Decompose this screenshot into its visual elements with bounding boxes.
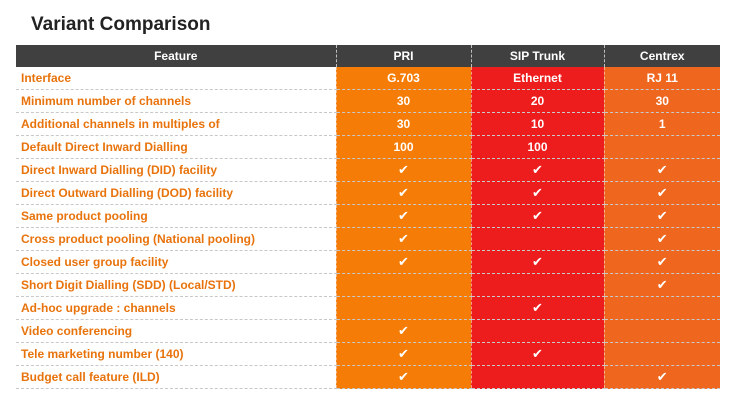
pri-check-cell: ✔	[335, 250, 471, 274]
sip-check-cell: ✔	[470, 204, 604, 228]
feature-cell: Minimum number of channels	[16, 89, 336, 113]
feature-cell: Closed user group facility	[16, 250, 336, 274]
table-row: Direct Outward Dialling (DOD) facility ✔ ✔…	[16, 181, 720, 205]
feature-cell: Interface	[16, 67, 336, 90]
table-body: Interface G.703 Ethernet RJ 11 Minimum numbe…	[16, 67, 720, 389]
sip-value-cell: 20	[470, 89, 604, 113]
header-feature: Feature	[16, 45, 337, 67]
sip-check-cell: ✔	[470, 158, 604, 182]
pri-check-cell: ✔	[335, 365, 471, 389]
sip-check-cell: ✔	[470, 342, 604, 366]
table-row: Minimum number of channels 30 20 30	[16, 89, 720, 113]
header-centrex: Centrex	[604, 45, 720, 67]
pri-empty-cell	[335, 296, 471, 320]
table-header-row: Feature PRI SIP Trunk Centrex	[16, 45, 720, 67]
table-row: Same product pooling ✔ ✔ ✔	[16, 204, 720, 228]
check-icon: ✔	[532, 185, 543, 200]
sip-check-cell: ✔	[470, 250, 604, 274]
table-row: Direct Inward Dialling (DID) facility ✔ ✔ ✔	[16, 158, 720, 182]
check-icon: ✔	[398, 208, 409, 223]
pri-check-cell: ✔	[335, 204, 471, 228]
feature-cell: Tele marketing number (140)	[16, 342, 336, 366]
feature-cell: Short Digit Dialling (SDD) (Local/STD)	[16, 273, 336, 297]
pri-check-cell: ✔	[335, 227, 471, 251]
feature-cell: Default Direct Inward Dialling	[16, 135, 336, 159]
check-icon: ✔	[532, 254, 543, 269]
sip-empty-cell	[470, 365, 604, 389]
check-icon: ✔	[398, 346, 409, 361]
check-icon: ✔	[656, 277, 668, 292]
sip-empty-cell	[470, 319, 604, 343]
centrex-value-cell: 1	[603, 112, 720, 136]
centrex-check-cell: ✔	[603, 181, 720, 205]
centrex-check-cell: ✔	[603, 204, 720, 228]
check-icon: ✔	[398, 323, 409, 338]
centrex-check-cell: ✔	[603, 227, 720, 251]
table-row: Tele marketing number (140) ✔ ✔	[16, 342, 720, 366]
centrex-empty-cell	[603, 296, 720, 320]
sip-check-cell: ✔	[470, 296, 604, 320]
centrex-check-cell: ✔	[603, 365, 720, 389]
pri-check-cell: ✔	[335, 342, 471, 366]
centrex-value-cell: 30	[603, 89, 720, 113]
table-row: Ad-hoc upgrade : channels ✔	[16, 296, 720, 320]
pri-check-cell: ✔	[335, 181, 471, 205]
sip-check-cell: ✔	[470, 181, 604, 205]
table-row: Interface G.703 Ethernet RJ 11	[16, 67, 720, 90]
centrex-empty-cell	[603, 135, 720, 159]
header-sip-trunk: SIP Trunk	[471, 45, 605, 67]
feature-cell: Additional channels in multiples of	[16, 112, 336, 136]
check-icon: ✔	[532, 208, 543, 223]
feature-cell: Same product pooling	[16, 204, 336, 228]
check-icon: ✔	[656, 254, 668, 269]
feature-cell: Cross product pooling (National pooling)	[16, 227, 336, 251]
check-icon: ✔	[398, 231, 409, 246]
feature-cell: Ad-hoc upgrade : channels	[16, 296, 336, 320]
check-icon: ✔	[398, 254, 409, 269]
feature-cell: Budget call feature (ILD)	[16, 365, 336, 389]
pri-check-cell: ✔	[335, 158, 471, 182]
check-icon: ✔	[398, 369, 409, 384]
check-icon: ✔	[398, 162, 409, 177]
sip-empty-cell	[470, 227, 604, 251]
check-icon: ✔	[656, 208, 668, 223]
page-title: Variant Comparison	[31, 14, 211, 35]
check-icon: ✔	[656, 369, 668, 384]
feature-cell: Direct Inward Dialling (DID) facility	[16, 158, 336, 182]
centrex-empty-cell	[603, 342, 720, 366]
feature-cell: Direct Outward Dialling (DOD) facility	[16, 181, 336, 205]
check-icon: ✔	[532, 346, 543, 361]
check-icon: ✔	[532, 162, 543, 177]
pri-value-cell: 100	[335, 135, 471, 159]
pri-empty-cell	[335, 273, 471, 297]
pri-value-cell: 30	[335, 112, 471, 136]
centrex-check-cell: ✔	[603, 158, 720, 182]
check-icon: ✔	[656, 162, 668, 177]
sip-value-cell: 100	[470, 135, 604, 159]
table-row: Budget call feature (ILD) ✔ ✔	[16, 365, 720, 389]
table-row: Short Digit Dialling (SDD) (Local/STD) ✔	[16, 273, 720, 297]
check-icon: ✔	[532, 300, 543, 315]
variant-comparison-table: Feature PRI SIP Trunk Centrex Interface G…	[16, 45, 720, 389]
pri-value-cell: 30	[335, 89, 471, 113]
table-row: Video conferencing ✔	[16, 319, 720, 343]
table-row: Closed user group facility ✔ ✔ ✔	[16, 250, 720, 274]
sip-value-cell: Ethernet	[470, 67, 604, 90]
check-icon: ✔	[398, 185, 409, 200]
table-row: Cross product pooling (National pooling)…	[16, 227, 720, 251]
pri-value-cell: G.703	[335, 67, 471, 90]
table-row: Default Direct Inward Dialling 100 100	[16, 135, 720, 159]
check-icon: ✔	[656, 231, 668, 246]
check-icon: ✔	[656, 185, 668, 200]
centrex-check-cell: ✔	[603, 250, 720, 274]
sip-value-cell: 10	[470, 112, 604, 136]
sip-empty-cell	[470, 273, 604, 297]
header-pri: PRI	[336, 45, 472, 67]
centrex-empty-cell	[603, 319, 720, 343]
centrex-value-cell: RJ 11	[603, 67, 720, 90]
centrex-check-cell: ✔	[603, 273, 720, 297]
pri-check-cell: ✔	[335, 319, 471, 343]
table-row: Additional channels in multiples of 30 10 1	[16, 112, 720, 136]
feature-cell: Video conferencing	[16, 319, 336, 343]
